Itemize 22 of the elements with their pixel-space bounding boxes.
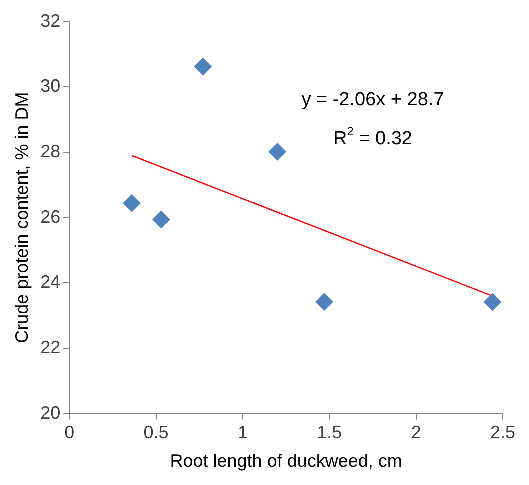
point <box>152 210 170 229</box>
y-axis-title: Crude protein content, % in DM <box>12 92 32 344</box>
y-tick-label: 22 <box>40 337 61 358</box>
y-tick-label: 30 <box>40 76 61 96</box>
x-tick-label: 1.5 <box>317 422 342 443</box>
y-tick-label: 20 <box>40 402 61 423</box>
point <box>123 194 142 212</box>
x-tick-label: 1 <box>238 422 248 443</box>
x-tick-label: 0 <box>64 422 75 443</box>
y-tick-label: 32 <box>40 10 61 31</box>
x-tick-label: 0.5 <box>144 422 169 443</box>
x-axis-title: Root length of duckweed, cm <box>170 451 402 472</box>
point <box>315 293 334 312</box>
y-tick-label: 28 <box>40 141 61 162</box>
point <box>484 293 502 312</box>
annotation: y = -2.06x + 28.7 <box>302 89 444 110</box>
y-tick-label: 24 <box>40 272 61 292</box>
x-tick-label: 2.5 <box>490 422 516 443</box>
y-tick-label: 26 <box>40 206 61 227</box>
point <box>268 142 287 161</box>
x-tick-label: 2 <box>411 422 422 443</box>
point <box>194 58 212 76</box>
